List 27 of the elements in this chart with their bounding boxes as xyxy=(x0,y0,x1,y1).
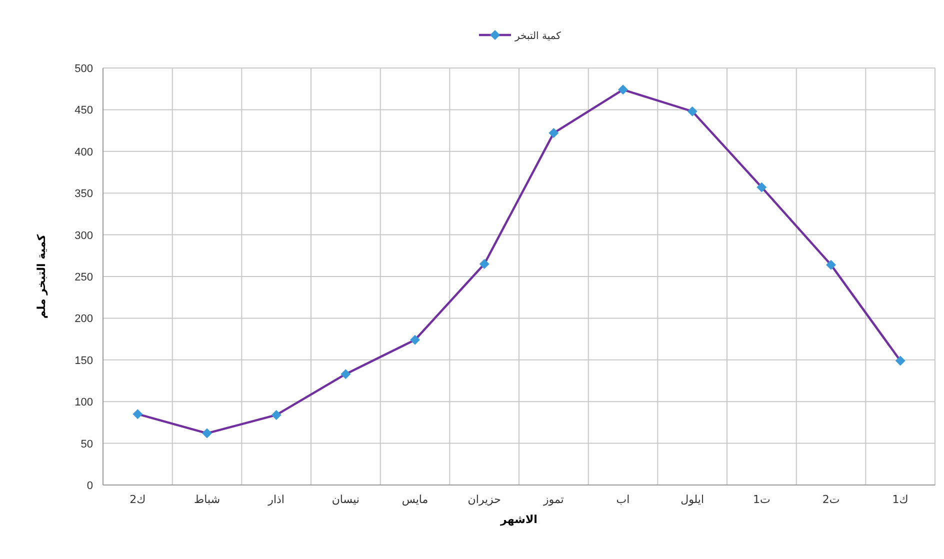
y-tick-label: 0 xyxy=(86,480,93,492)
y-tick-label: 500 xyxy=(74,63,93,75)
x-tick-label: ت1 xyxy=(752,493,770,506)
x-tick-label: شباط xyxy=(194,493,220,506)
y-tick-label: 100 xyxy=(74,396,93,409)
x-tick-label: مايس xyxy=(402,493,428,506)
x-tick-label: نيسان xyxy=(332,493,360,506)
x-axis-title: الاشهر xyxy=(500,513,538,526)
y-tick-label: 400 xyxy=(74,146,93,158)
y-tick-label: 450 xyxy=(74,104,93,117)
x-tick-label: ك1 xyxy=(892,493,908,506)
y-tick-label: 250 xyxy=(74,272,93,284)
y-tick-label: 150 xyxy=(74,354,93,367)
x-tick-label: ك2 xyxy=(130,493,146,506)
x-tick-label: اذار xyxy=(267,493,284,506)
x-tick-label: حزيران xyxy=(468,493,501,506)
legend-label: كمية التبخر xyxy=(514,31,562,42)
y-tick-label: 300 xyxy=(74,230,93,242)
x-tick-label: تموز xyxy=(542,493,564,506)
x-tick-label: ايلول xyxy=(680,493,704,506)
y-tick-label: 50 xyxy=(80,438,93,450)
x-tick-label: اب xyxy=(616,493,630,506)
legend: كمية التبخر xyxy=(479,30,561,42)
x-tick-label: ت2 xyxy=(822,493,840,506)
y-tick-label: 200 xyxy=(74,313,93,326)
y-axis-title: كمية التبخر ملم xyxy=(35,234,48,319)
y-tick-label: 350 xyxy=(74,188,93,200)
